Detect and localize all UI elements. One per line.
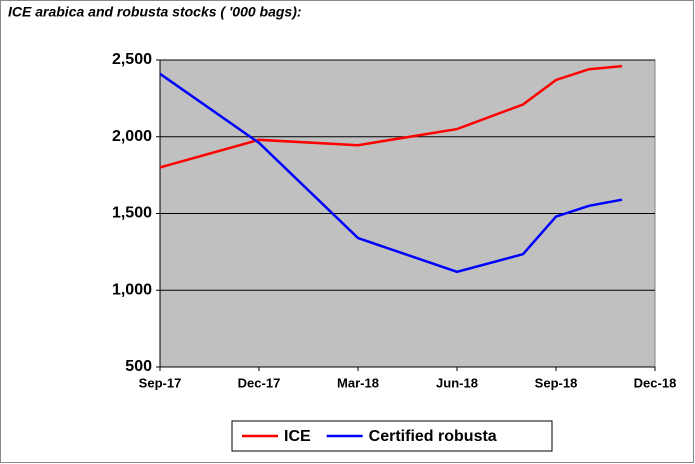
y-tick-label: 1,500 — [112, 205, 152, 222]
x-tick-label: Sep-18 — [535, 375, 578, 390]
series-line — [159, 72, 623, 274]
x-tick-label: Dec-17 — [238, 375, 281, 390]
y-tick-label: 1,000 — [112, 281, 152, 298]
x-tick-label: Dec-18 — [634, 375, 677, 390]
y-tick-label: 2,000 — [112, 128, 152, 145]
legend-box — [231, 420, 553, 452]
x-tick-label: Mar-18 — [337, 375, 379, 390]
series-line — [159, 64, 623, 169]
y-tick-label: 500 — [125, 358, 152, 375]
legend-label: Certified robusta — [369, 428, 497, 445]
y-tick-label: 2,500 — [112, 51, 152, 68]
x-tick-label: Sep-17 — [139, 375, 182, 390]
legend-label: ICE — [284, 428, 311, 445]
x-tick-label: Jun-18 — [436, 375, 478, 390]
chart-title: ICE arabica and robusta stocks ( '000 ba… — [8, 4, 302, 20]
